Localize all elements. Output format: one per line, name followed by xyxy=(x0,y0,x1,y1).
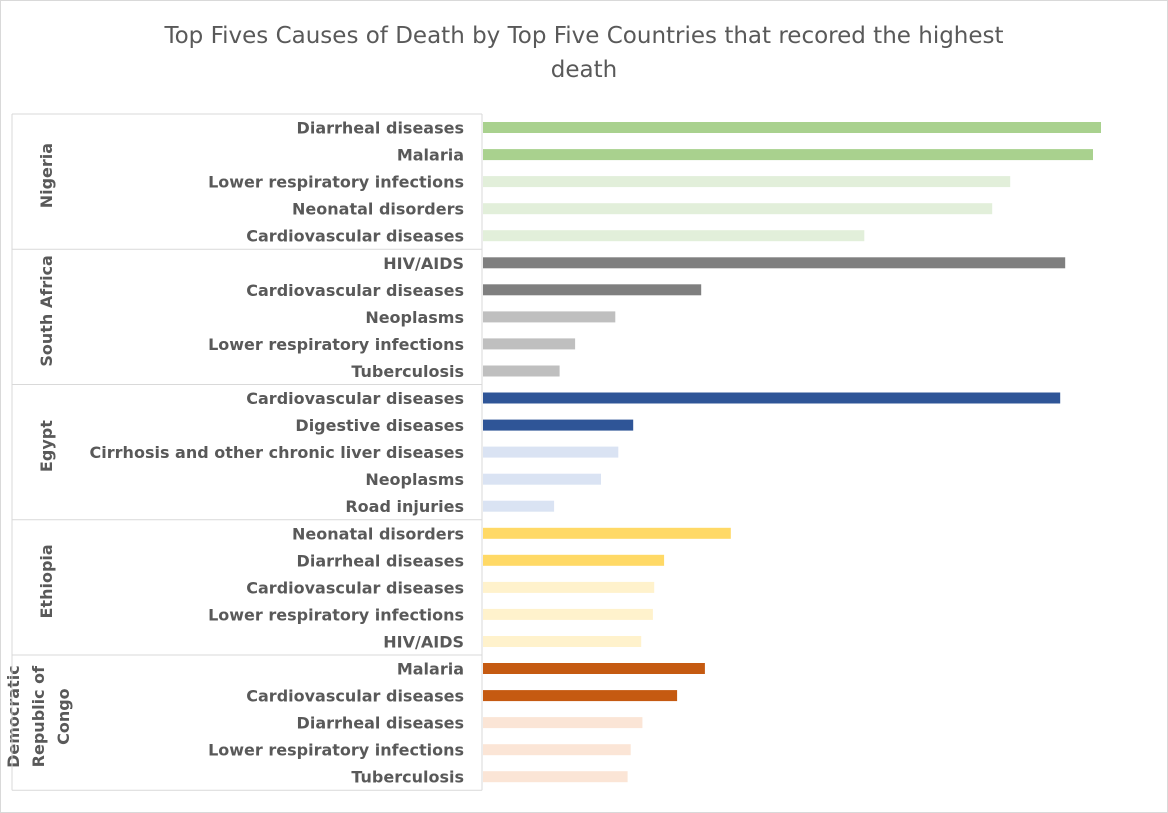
bar xyxy=(483,636,642,647)
category-label: Cardiovascular diseases xyxy=(246,389,464,408)
bar xyxy=(483,311,616,323)
category-label: HIV/AIDS xyxy=(383,254,464,273)
category-label: Diarrheal diseases xyxy=(297,551,464,570)
category-label: Cardiovascular diseases xyxy=(246,578,464,597)
chart-title-line-2: death xyxy=(550,57,618,83)
bar xyxy=(483,284,702,296)
category-label: Cardiovascular diseases xyxy=(246,227,464,246)
chart-title-line-1: Top Fives Causes of Death by Top Five Co… xyxy=(164,23,1004,49)
bar xyxy=(483,149,1093,161)
category-label: Digestive diseases xyxy=(295,416,464,435)
category-label: Neonatal disorders xyxy=(292,200,464,219)
bar xyxy=(483,690,678,702)
category-label: Diarrheal diseases xyxy=(297,119,464,138)
category-label: Neoplasms xyxy=(365,308,464,327)
category-label: Tuberculosis xyxy=(351,362,464,381)
group-label: Congo xyxy=(54,688,73,745)
bar xyxy=(483,257,1066,269)
category-label: Tuberculosis xyxy=(351,768,464,787)
category-label: Lower respiratory infections xyxy=(208,335,464,354)
bar xyxy=(483,338,576,350)
bar xyxy=(483,419,634,431)
category-label: Lower respiratory infections xyxy=(208,605,464,624)
bar xyxy=(483,527,731,539)
bar xyxy=(483,771,628,783)
category-label: Cardiovascular diseases xyxy=(246,281,464,300)
category-label: Neonatal disorders xyxy=(292,524,464,543)
group-label: Ethiopia xyxy=(37,544,56,618)
category-label: Cardiovascular diseases xyxy=(246,687,464,706)
category-label: Road injuries xyxy=(345,497,464,516)
category-label: Cirrhosis and other chronic liver diseas… xyxy=(90,443,464,462)
group-label: South Africa xyxy=(37,255,56,367)
bar xyxy=(483,554,665,566)
category-label: Neoplasms xyxy=(365,470,464,489)
bar xyxy=(483,203,993,215)
bar xyxy=(483,608,653,620)
group-label: Democratic xyxy=(4,665,23,768)
bar xyxy=(483,581,655,593)
bar xyxy=(483,392,1061,404)
category-label: Malaria xyxy=(397,660,464,679)
category-label: HIV/AIDS xyxy=(383,633,464,652)
bar xyxy=(483,230,865,242)
category-label: Lower respiratory infections xyxy=(208,741,464,760)
bar xyxy=(483,500,555,512)
chart-title: Top Fives Causes of Death by Top Five Co… xyxy=(1,19,1167,87)
category-label: Malaria xyxy=(397,146,464,165)
bar xyxy=(483,122,1101,133)
bar xyxy=(483,663,705,674)
bar xyxy=(483,176,1011,188)
bar xyxy=(483,446,619,458)
bar xyxy=(483,717,643,729)
category-label: Diarrheal diseases xyxy=(297,714,464,733)
group-label: Republic of xyxy=(29,665,48,767)
group-label: Egypt xyxy=(37,420,56,472)
group-label: Nigeria xyxy=(37,143,56,208)
bar xyxy=(483,473,601,485)
category-label: Lower respiratory infections xyxy=(208,173,464,192)
bar xyxy=(483,744,631,756)
bar xyxy=(483,365,560,377)
